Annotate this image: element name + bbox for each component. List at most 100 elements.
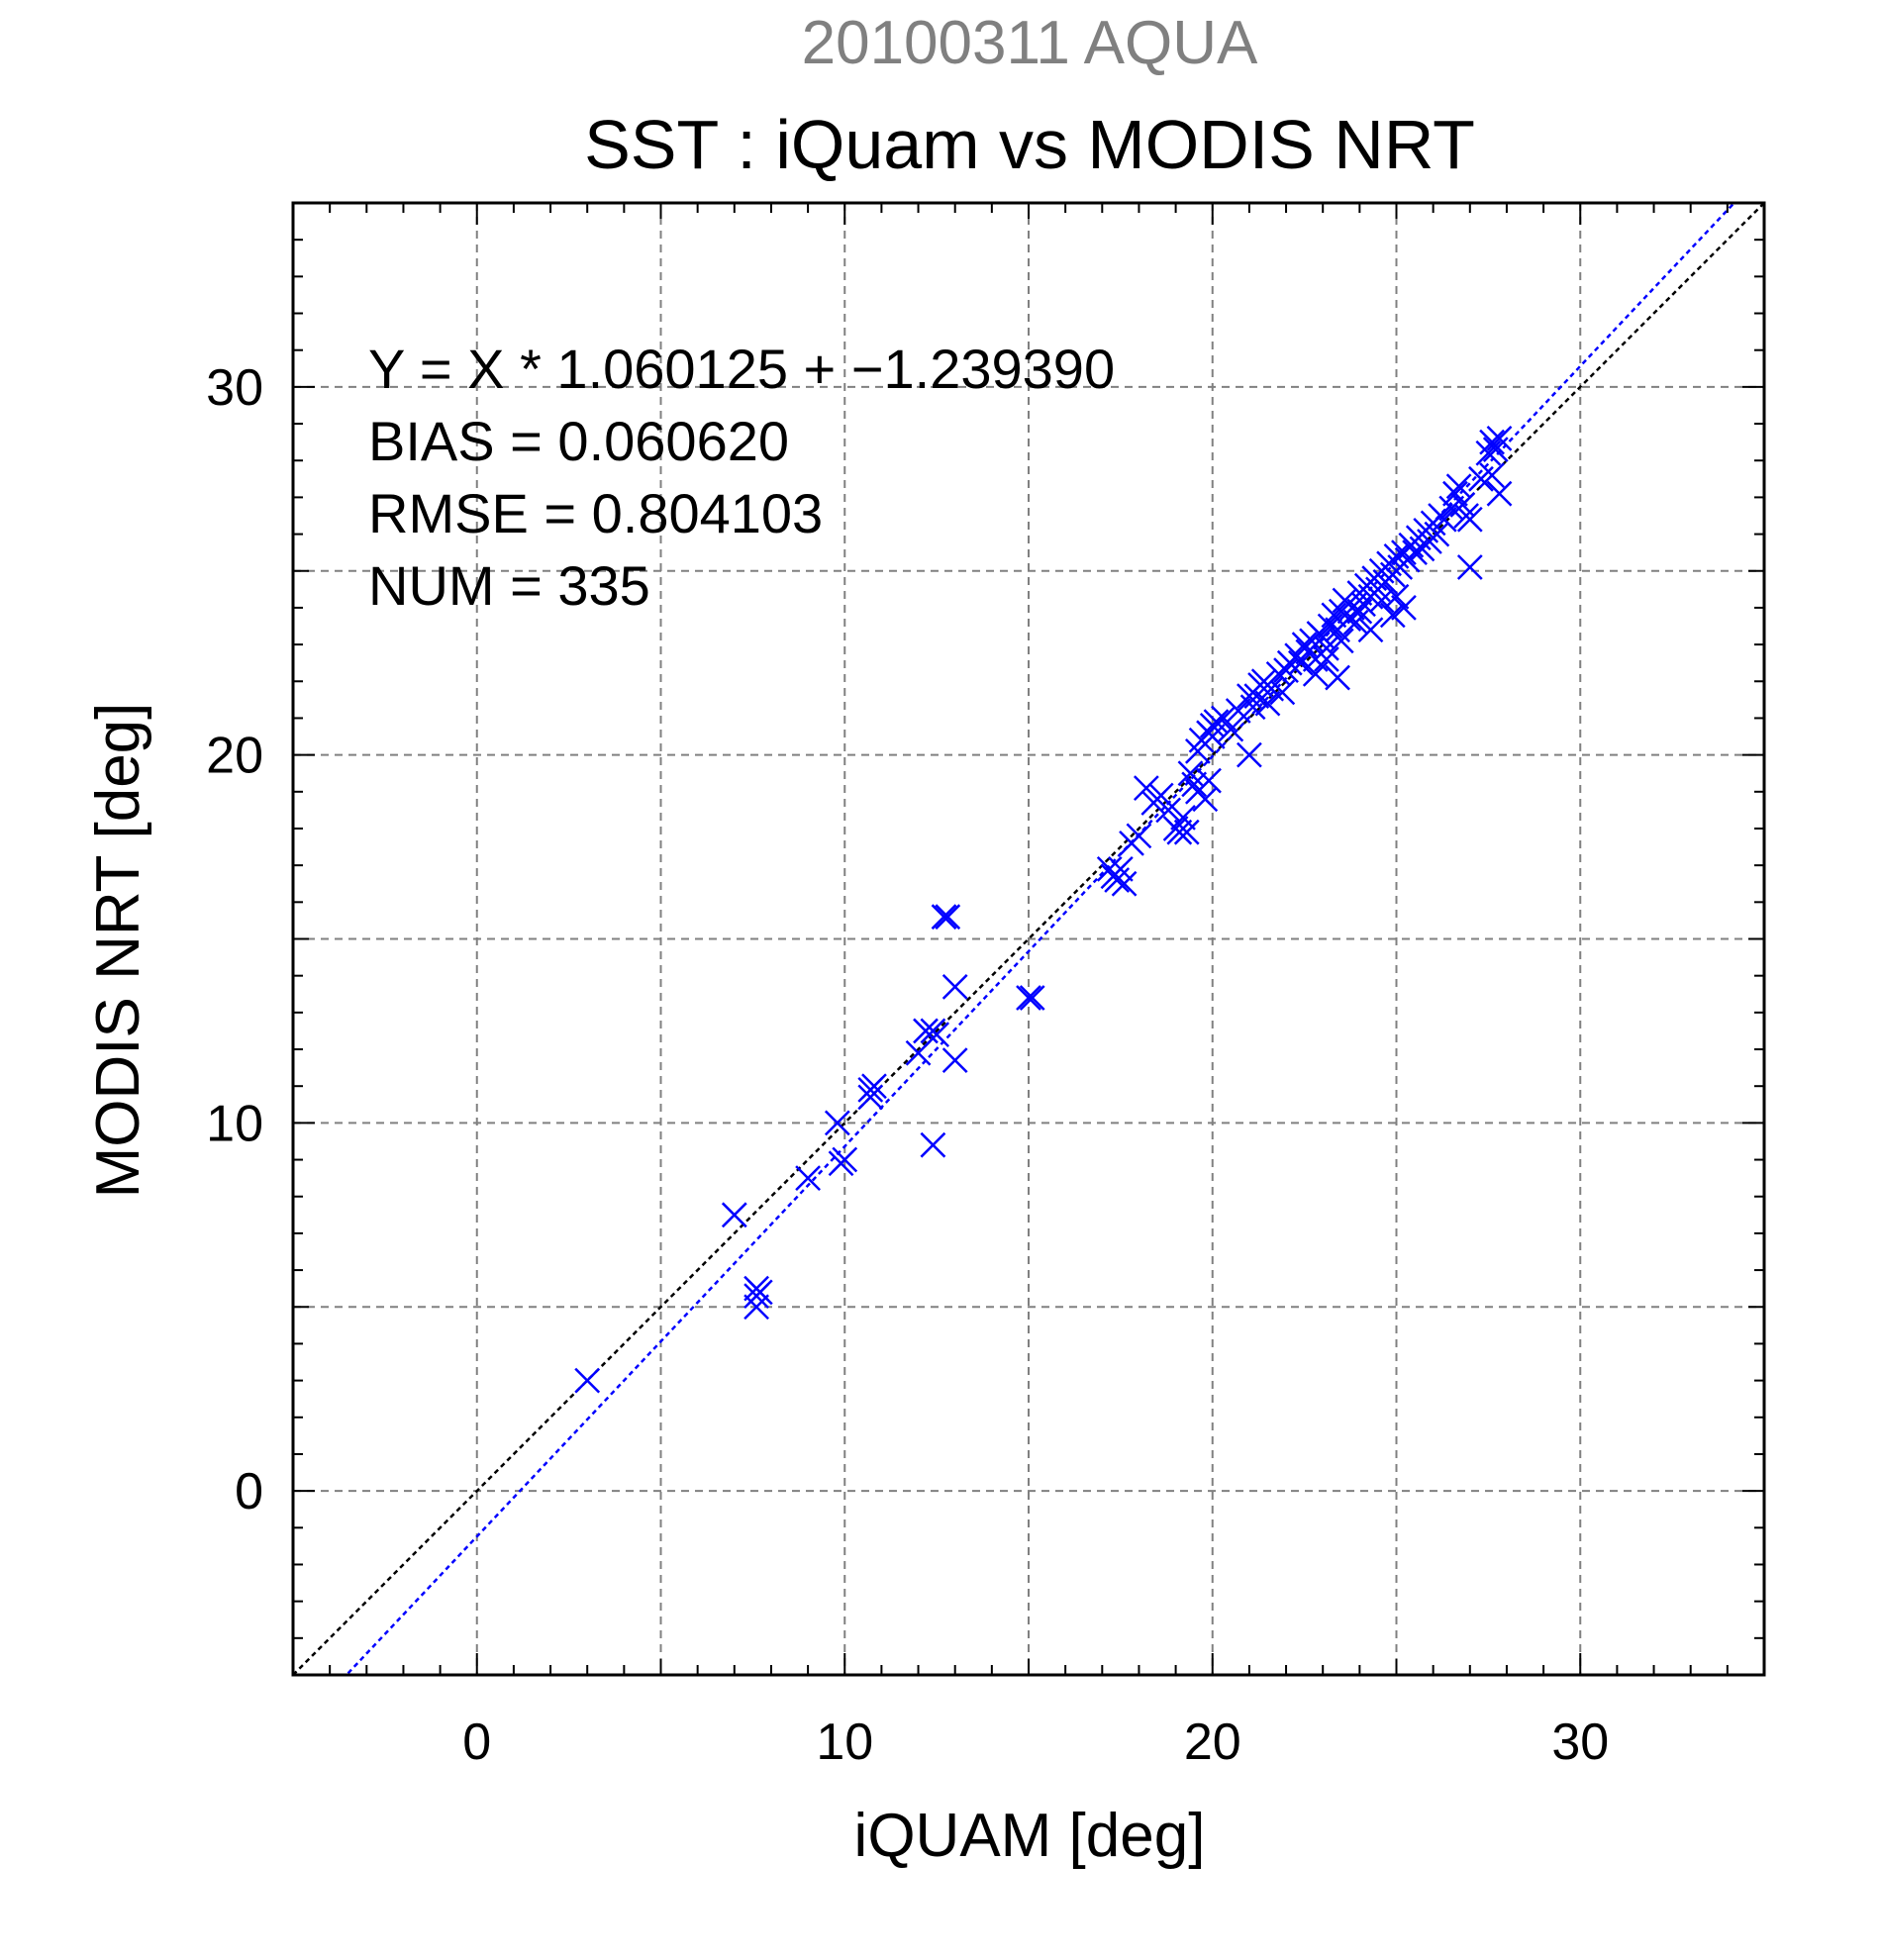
data-point bbox=[1328, 628, 1354, 654]
data-point-stroke bbox=[1107, 855, 1134, 882]
data-point-stroke bbox=[1218, 716, 1244, 742]
data-point bbox=[1181, 771, 1208, 798]
data-point bbox=[1199, 724, 1226, 749]
data-point bbox=[1479, 462, 1505, 488]
y-tick-label: 30 bbox=[206, 359, 263, 417]
data-point bbox=[746, 1279, 773, 1306]
x-tick-label: 30 bbox=[1551, 1714, 1609, 1771]
data-point-stroke bbox=[1170, 804, 1196, 831]
data-point bbox=[743, 1294, 769, 1321]
data-point-stroke bbox=[1096, 855, 1123, 882]
data-point bbox=[1173, 819, 1200, 845]
y-axis-label: MODIS NRT [deg] bbox=[84, 703, 152, 1199]
y-tick-label: 10 bbox=[206, 1095, 263, 1152]
data-point bbox=[574, 1367, 601, 1394]
data-point-stroke bbox=[1302, 660, 1329, 687]
data-point bbox=[824, 1110, 850, 1136]
stats-annotation-line: BIAS = 0.060620 bbox=[368, 410, 789, 472]
data-point-stroke bbox=[746, 1279, 773, 1306]
data-point bbox=[1133, 775, 1159, 801]
x-tick-label: 10 bbox=[816, 1714, 873, 1771]
data-point-stroke bbox=[743, 1294, 769, 1321]
data-point-stroke bbox=[1391, 595, 1417, 621]
data-point bbox=[1254, 690, 1281, 717]
data-point bbox=[1203, 709, 1230, 735]
data-point-stroke bbox=[1199, 724, 1226, 749]
x-tick-label: 20 bbox=[1184, 1714, 1241, 1771]
data-point bbox=[1357, 617, 1384, 643]
data-point bbox=[1456, 554, 1483, 580]
data-point-stroke bbox=[1328, 628, 1354, 654]
data-point bbox=[1170, 804, 1196, 831]
data-point-stroke bbox=[1402, 539, 1428, 566]
data-point-stroke bbox=[1456, 554, 1483, 580]
data-point-stroke bbox=[931, 904, 957, 931]
data-point bbox=[1211, 705, 1237, 732]
data-point bbox=[1325, 664, 1350, 691]
data-point-stroke bbox=[1288, 649, 1314, 676]
data-point bbox=[1225, 698, 1251, 724]
data-point-stroke bbox=[1019, 985, 1045, 1011]
data-point bbox=[1486, 426, 1513, 451]
data-point bbox=[1321, 602, 1347, 629]
data-point-stroke bbox=[1314, 635, 1339, 661]
data-point bbox=[1314, 635, 1339, 661]
data-point bbox=[721, 1202, 747, 1228]
reference-lines bbox=[293, 203, 1764, 1675]
data-point bbox=[1431, 506, 1457, 533]
data-point bbox=[935, 904, 961, 931]
y-tick-label: 0 bbox=[235, 1463, 263, 1520]
data-point-stroke bbox=[1258, 675, 1285, 702]
data-point-stroke bbox=[1196, 767, 1222, 794]
data-point bbox=[941, 1047, 968, 1074]
chart-title: SST : iQuam vs MODIS NRT bbox=[584, 106, 1475, 183]
data-point-stroke bbox=[1424, 521, 1450, 547]
data-point-stroke bbox=[1166, 819, 1193, 845]
data-point-stroke bbox=[1383, 583, 1410, 610]
data-points bbox=[574, 426, 1513, 1394]
data-point-stroke bbox=[795, 1165, 821, 1192]
stats-annotation-line: NUM = 335 bbox=[368, 554, 650, 617]
data-point-stroke bbox=[824, 1110, 850, 1136]
data-point-stroke bbox=[1254, 690, 1281, 717]
data-point bbox=[795, 1165, 821, 1192]
fit-line bbox=[345, 203, 1736, 1675]
data-point bbox=[1314, 646, 1339, 672]
tick-labels: 0 0 10 10 20 20 30 30 bbox=[206, 359, 1609, 1771]
data-point-stroke bbox=[1291, 632, 1318, 657]
grid-lines bbox=[293, 203, 1764, 1675]
data-point bbox=[1237, 741, 1262, 768]
data-point bbox=[1218, 716, 1244, 742]
stats-annotation-line: Y = X * 1.060125 + −1.239390 bbox=[368, 338, 1115, 400]
stats-annotations: Y = X * 1.060125 + −1.239390 BIAS = 0.060… bbox=[368, 338, 1115, 617]
data-point-stroke bbox=[828, 1150, 854, 1177]
data-point bbox=[857, 1077, 884, 1103]
x-tick-label: 0 bbox=[462, 1714, 491, 1771]
data-point-stroke bbox=[1111, 870, 1138, 897]
data-point-stroke bbox=[1456, 506, 1483, 533]
data-point-stroke bbox=[1273, 657, 1299, 684]
data-point-stroke bbox=[1357, 617, 1384, 643]
data-point-stroke bbox=[1379, 602, 1406, 629]
data-point-stroke bbox=[1147, 782, 1174, 809]
data-point-stroke bbox=[1368, 587, 1395, 614]
data-point-stroke bbox=[574, 1367, 601, 1394]
data-point-stroke bbox=[913, 1018, 939, 1044]
data-point-stroke bbox=[1479, 429, 1505, 455]
data-point-stroke bbox=[1126, 823, 1152, 849]
data-point-stroke bbox=[1192, 786, 1219, 813]
data-point-stroke bbox=[941, 1047, 968, 1074]
data-point bbox=[1111, 870, 1138, 897]
data-point-stroke bbox=[1431, 506, 1457, 533]
data-point bbox=[828, 1150, 854, 1177]
data-point bbox=[941, 973, 968, 1000]
data-point bbox=[920, 1131, 946, 1158]
data-point-stroke bbox=[1314, 646, 1339, 672]
data-point bbox=[1479, 429, 1505, 455]
data-point bbox=[1126, 823, 1152, 849]
data-point bbox=[1166, 819, 1193, 845]
data-point bbox=[1456, 506, 1483, 533]
data-point-stroke bbox=[1237, 741, 1262, 768]
